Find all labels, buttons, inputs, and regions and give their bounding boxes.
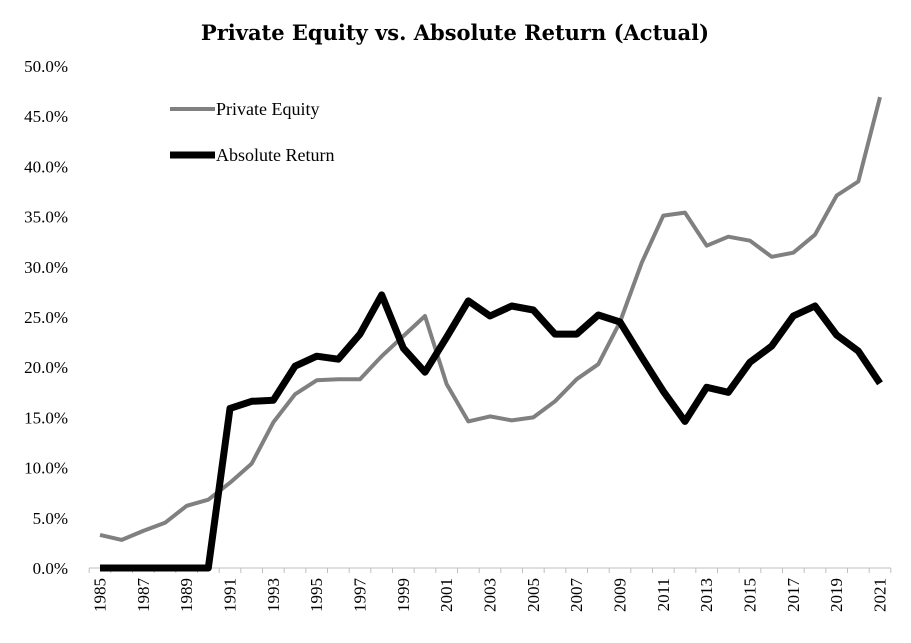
- y-tick-label: 30.0%: [24, 258, 68, 277]
- x-tick-label: 1985: [91, 578, 110, 612]
- legend-label-absolute-return: Absolute Return: [216, 145, 335, 165]
- series-layer: [99, 96, 883, 572]
- y-tick-label: 35.0%: [24, 208, 68, 227]
- y-tick-label: 15.0%: [24, 408, 68, 427]
- y-tick-label: 20.0%: [24, 358, 68, 377]
- x-tick-label: 2019: [827, 578, 846, 612]
- x-tick-label: 1987: [134, 578, 153, 613]
- series-line-private-equity: [99, 96, 882, 542]
- x-tick-label: 2005: [524, 578, 543, 612]
- x-tick-label: 2017: [784, 578, 803, 613]
- y-tick-label: 10.0%: [24, 459, 68, 478]
- y-tick-label: 25.0%: [24, 308, 68, 327]
- y-tick-label: 40.0%: [24, 157, 68, 176]
- x-tick-label: 2003: [481, 578, 500, 612]
- x-tick-label: 2015: [741, 578, 760, 612]
- x-tick-label: 1993: [264, 578, 283, 612]
- x-tick-label: 2009: [611, 578, 630, 612]
- x-tick-label: 2011: [654, 578, 673, 611]
- series-line-absolute-return: [100, 291, 883, 572]
- x-tick-label: 2013: [697, 578, 716, 612]
- chart-title: Private Equity vs. Absolute Return (Actu…: [201, 20, 709, 45]
- x-tick-label: 2021: [871, 578, 890, 612]
- x-tick-label: 2007: [567, 578, 586, 613]
- x-tick-label: 1999: [394, 578, 413, 612]
- x-tick-label: 1995: [307, 578, 326, 612]
- x-tick-label: 2001: [437, 578, 456, 612]
- y-tick-label: 0.0%: [33, 559, 68, 578]
- legend-label-private-equity: Private Equity: [216, 99, 319, 119]
- x-axis: 1985 1987 1989 1991 1993 1995 1997 1999 2001 2003…: [88, 567, 892, 613]
- x-tick-label: 1989: [177, 578, 196, 612]
- y-tick-label: 5.0%: [33, 509, 68, 528]
- x-tick-label: 1991: [221, 578, 240, 612]
- y-tick-label: 50.0%: [24, 57, 68, 76]
- legend: Private Equity Absolute Return: [170, 99, 335, 165]
- y-tick-label: 45.0%: [24, 107, 68, 126]
- x-tick-label: 1997: [351, 578, 370, 613]
- y-axis: 0.0% 5.0% 10.0% 15.0% 20.0% 25.0% 30.0% 35.0% 40…: [24, 57, 68, 578]
